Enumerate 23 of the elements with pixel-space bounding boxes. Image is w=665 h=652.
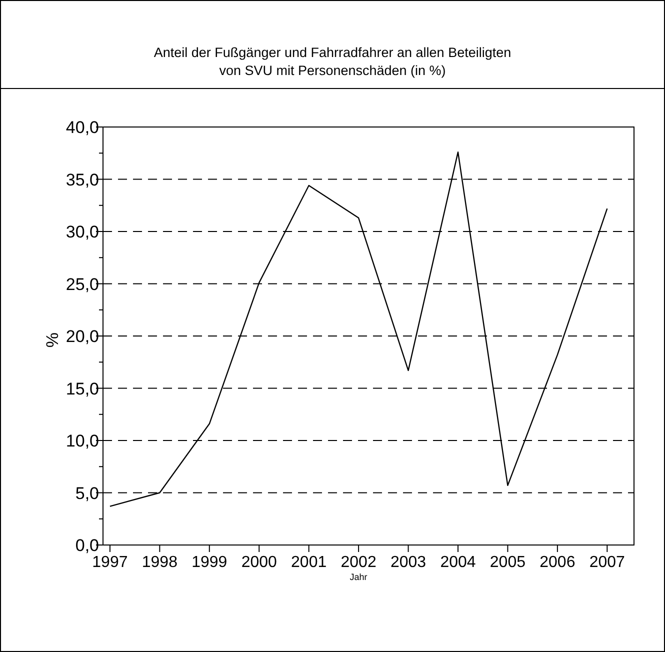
y-tick-label: 5,0 <box>75 484 99 503</box>
y-tick-label: 10,0 <box>66 432 99 450</box>
y-tick-label: 20,0 <box>66 327 99 346</box>
x-axis-title: Jahr <box>350 572 368 582</box>
x-tick-label: 2005 <box>490 554 526 571</box>
x-tick-label: 2003 <box>390 554 426 571</box>
y-tick-label: 0,0 <box>75 536 99 555</box>
y-tick-label: 40,0 <box>66 118 99 137</box>
x-tick-label: 2004 <box>440 554 476 571</box>
y-tick-label: 35,0 <box>66 170 99 190</box>
y-tick-label: 15,0 <box>66 379 99 398</box>
x-tick-label: 1998 <box>142 554 178 571</box>
y-axis-title: % <box>43 332 62 348</box>
chart-title: Anteil der Fußgänger und Fahrradfahrer an allen Beteiligten von SVU mit Personenschäden (in %) <box>154 45 512 78</box>
x-tick-label: 2006 <box>540 554 576 571</box>
x-tick-label: 2001 <box>291 554 327 571</box>
y-tick-label: 30,0 <box>66 222 99 242</box>
x-tick-label: 2007 <box>589 554 626 571</box>
x-tick-label: 2000 <box>241 554 278 571</box>
x-tick-label: 1999 <box>192 554 228 571</box>
x-tick-label: 2002 <box>340 554 376 571</box>
x-tick-label: 1997 <box>92 554 128 571</box>
y-tick-label: 25,0 <box>66 274 99 294</box>
